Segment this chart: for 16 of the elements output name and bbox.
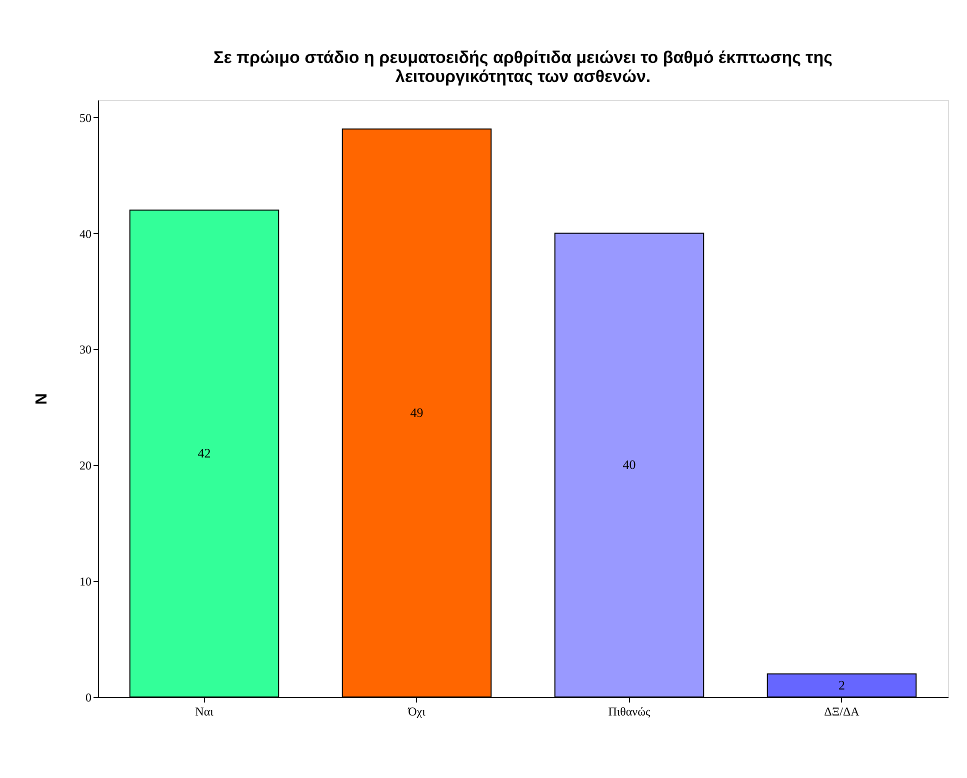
x-tick-label: Όχι [407, 704, 426, 718]
data-label: 42 [198, 446, 211, 461]
y-tick-label: 30 [80, 342, 92, 357]
x-tick-label: Ναι [195, 704, 214, 718]
data-label: 2 [838, 677, 845, 692]
y-tick-label: 10 [80, 574, 92, 589]
y-tick-label: 40 [80, 226, 92, 241]
data-label: 40 [622, 457, 636, 472]
y-tick-label: 0 [86, 690, 92, 704]
y-tick-label: 50 [80, 110, 92, 125]
data-label: 49 [410, 404, 424, 420]
y-axis-title: N [34, 393, 50, 405]
chart-title: Σε πρώιμο στάδιο η ρευματοειδής αρθρίτιδα μειώνει το βαθμό έκπτωσης της λειτουργικότητας των ασθενών. [214, 48, 833, 86]
x-tick-label: Πιθανώς [608, 704, 650, 718]
x-tick-label: ΔΞ/ΔΑ [824, 704, 860, 718]
y-tick-label: 20 [80, 458, 92, 473]
